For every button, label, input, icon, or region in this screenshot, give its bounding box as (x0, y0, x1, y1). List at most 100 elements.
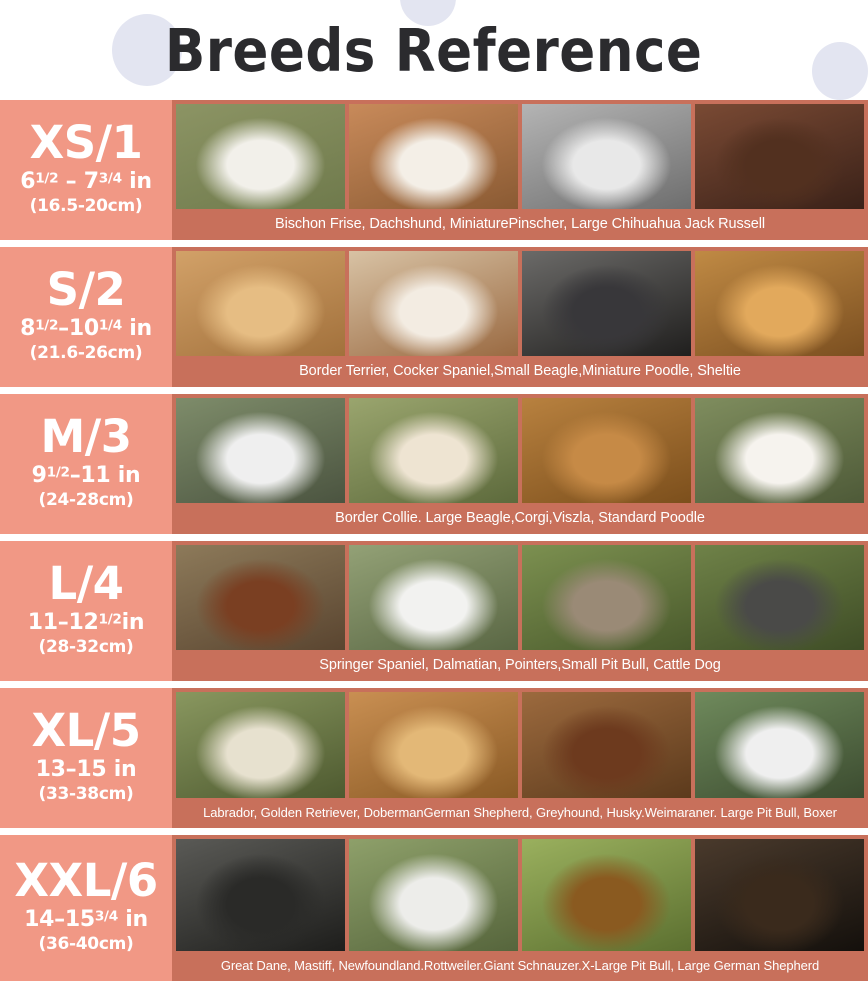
jack-russell-terrier-photo (349, 104, 518, 209)
breeds-caption: Springer Spaniel, Dalmatian, Pointers,Sm… (172, 649, 868, 681)
great-dane-photo (349, 839, 518, 951)
row-content: Border Terrier, Cocker Spaniel,Small Bea… (172, 247, 868, 387)
golden-retriever-photo-2 (349, 692, 518, 798)
pointer-photo (522, 545, 691, 650)
size-label-cell: XL/5 13–15 in (33-38cm) (0, 688, 172, 828)
photo-fill (695, 545, 864, 650)
black-poodle-photo (522, 251, 691, 356)
photo-fill (695, 692, 864, 798)
large-beagle-photo (349, 398, 518, 503)
photo-fill (349, 398, 518, 503)
size-label-cell: L/4 11–121/2in (28-32cm) (0, 541, 172, 681)
size-code: XL/5 (31, 703, 141, 757)
photo-strip (172, 247, 868, 356)
photo-fill (349, 839, 518, 951)
breeds-caption: Border Terrier, Cocker Spaniel,Small Bea… (172, 355, 868, 387)
photo-fill (349, 545, 518, 650)
size-row: M/3 91/2–11 in (24-28cm) Border Collie. Lar… (0, 394, 868, 534)
golden-retriever-photo (176, 251, 345, 356)
photo-fill (349, 251, 518, 356)
springer-spaniel-photo (176, 545, 345, 650)
size-code: S/2 (46, 262, 126, 316)
size-centimeters: (33-38cm) (38, 783, 134, 804)
labrador-photo (176, 692, 345, 798)
page-header: Breeds Reference (0, 0, 868, 100)
photo-fill (522, 545, 691, 650)
photo-fill (349, 104, 518, 209)
size-row: L/4 11–121/2in (28-32cm) Springer Spaniel, … (0, 541, 868, 681)
row-content: Bischon Frise, Dachshund, MiniaturePinsc… (172, 100, 868, 240)
size-inches: 13–15 in (35, 756, 137, 782)
photo-fill (522, 398, 691, 503)
photo-fill (176, 398, 345, 503)
photo-fill (695, 104, 864, 209)
photo-fill (695, 398, 864, 503)
photo-strip (172, 688, 868, 798)
photo-fill (522, 692, 691, 798)
size-centimeters: (28-32cm) (38, 636, 134, 657)
photo-strip (172, 835, 868, 951)
photo-fill (522, 104, 691, 209)
size-row: XL/5 13–15 in (33-38cm) Labrador, Golden Re… (0, 688, 868, 828)
husky-photo (695, 692, 864, 798)
size-label-cell: XS/1 61/2 – 73/4 in (16.5-20cm) (0, 100, 172, 240)
breeds-caption: Great Dane, Mastiff, Newfoundland.Rottwe… (172, 951, 868, 981)
breeds-caption: Border Collie. Large Beagle,Corgi,Viszla… (172, 502, 868, 534)
photo-fill (176, 839, 345, 951)
size-code: L/4 (48, 556, 124, 610)
brown-dog-photo (695, 104, 864, 209)
vizsla-photo (522, 398, 691, 503)
breeds-caption: Bischon Frise, Dachshund, MiniaturePinsc… (172, 208, 868, 240)
size-inches: 11–121/2in (27, 609, 145, 635)
white-poodle-photo (176, 104, 345, 209)
size-label-cell: M/3 91/2–11 in (24-28cm) (0, 394, 172, 534)
photo-fill (176, 104, 345, 209)
size-centimeters: (36-40cm) (38, 933, 134, 954)
size-row: XXL/6 14–153/4 in (36-40cm) Great Dane, Mas… (0, 835, 868, 981)
newfoundland-photo (176, 839, 345, 951)
standard-poodle-photo (695, 398, 864, 503)
size-label-cell: S/2 81/2–101/4 in (21.6-26cm) (0, 247, 172, 387)
photo-strip (172, 100, 868, 209)
page-title: Breeds Reference (165, 15, 703, 85)
photo-fill (695, 251, 864, 356)
size-row: S/2 81/2–101/4 in (21.6-26cm) Border Terrie… (0, 247, 868, 387)
decorative-circle-left (112, 14, 182, 86)
photo-fill (522, 251, 691, 356)
size-inches: 61/2 – 73/4 in (20, 168, 152, 194)
row-content: Labrador, Golden Retriever, DobermanGerm… (172, 688, 868, 828)
photo-fill (176, 545, 345, 650)
breeds-size-table: XS/1 61/2 – 73/4 in (16.5-20cm) Bischon Fri… (0, 100, 868, 985)
size-centimeters: (21.6-26cm) (29, 342, 143, 363)
size-code: XXL/6 (14, 853, 158, 907)
photo-fill (522, 839, 691, 951)
cattle-dog-photo (695, 545, 864, 650)
size-row: XS/1 61/2 – 73/4 in (16.5-20cm) Bischon Fri… (0, 100, 868, 240)
beagle-photo (349, 251, 518, 356)
mastiff-photo (695, 839, 864, 951)
photo-strip (172, 541, 868, 650)
sheltie-photo (695, 251, 864, 356)
size-label-cell: XXL/6 14–153/4 in (36-40cm) (0, 835, 172, 981)
size-centimeters: (24-28cm) (38, 489, 134, 510)
german-shepherd-photo (522, 839, 691, 951)
size-centimeters: (16.5-20cm) (29, 195, 143, 216)
size-code: XS/1 (29, 115, 143, 169)
photo-fill (176, 692, 345, 798)
breeds-caption: Labrador, Golden Retriever, DobermanGerm… (172, 798, 868, 828)
black-and-white-dog-photo (522, 104, 691, 209)
size-inches: 14–153/4 in (24, 906, 148, 932)
dalmatian-photo (349, 545, 518, 650)
size-code: M/3 (40, 409, 132, 463)
doberman-photo (522, 692, 691, 798)
photo-fill (176, 251, 345, 356)
row-content: Great Dane, Mastiff, Newfoundland.Rottwe… (172, 835, 868, 981)
border-collie-photo (176, 398, 345, 503)
size-inches: 91/2–11 in (31, 462, 141, 488)
row-content: Border Collie. Large Beagle,Corgi,Viszla… (172, 394, 868, 534)
photo-fill (695, 839, 864, 951)
size-inches: 81/2–101/4 in (20, 315, 152, 341)
row-content: Springer Spaniel, Dalmatian, Pointers,Sm… (172, 541, 868, 681)
photo-strip (172, 394, 868, 503)
photo-fill (349, 692, 518, 798)
